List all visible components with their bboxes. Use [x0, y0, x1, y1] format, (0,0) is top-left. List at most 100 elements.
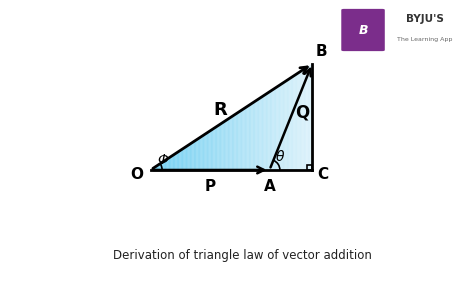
FancyBboxPatch shape: [341, 9, 385, 51]
Polygon shape: [243, 109, 244, 170]
Polygon shape: [213, 128, 214, 170]
Polygon shape: [279, 85, 280, 170]
Polygon shape: [232, 116, 233, 170]
Polygon shape: [166, 159, 167, 170]
Polygon shape: [240, 110, 241, 170]
Polygon shape: [301, 70, 302, 170]
Polygon shape: [205, 134, 206, 170]
Text: B: B: [316, 44, 328, 59]
Polygon shape: [302, 70, 303, 170]
Polygon shape: [187, 146, 188, 170]
Polygon shape: [154, 167, 155, 170]
Polygon shape: [212, 129, 213, 170]
Text: P: P: [205, 179, 216, 194]
Polygon shape: [219, 124, 220, 170]
Polygon shape: [175, 153, 176, 170]
Polygon shape: [197, 139, 198, 170]
Polygon shape: [171, 156, 172, 170]
Polygon shape: [202, 135, 203, 170]
Polygon shape: [262, 96, 263, 170]
Polygon shape: [264, 94, 265, 170]
Polygon shape: [156, 166, 157, 170]
Polygon shape: [255, 100, 256, 170]
Polygon shape: [276, 87, 277, 170]
Polygon shape: [242, 110, 243, 170]
Polygon shape: [310, 64, 311, 170]
Polygon shape: [194, 141, 195, 170]
Polygon shape: [201, 136, 202, 170]
Polygon shape: [223, 122, 224, 170]
Polygon shape: [188, 145, 189, 170]
Polygon shape: [192, 142, 193, 170]
Polygon shape: [285, 81, 286, 170]
Polygon shape: [196, 140, 197, 170]
Polygon shape: [195, 140, 196, 170]
Polygon shape: [186, 146, 187, 170]
Polygon shape: [172, 156, 173, 170]
Polygon shape: [296, 74, 297, 170]
Polygon shape: [230, 117, 231, 170]
Polygon shape: [220, 124, 221, 170]
Polygon shape: [161, 163, 162, 170]
Polygon shape: [168, 158, 169, 170]
Polygon shape: [162, 162, 163, 170]
Polygon shape: [227, 119, 228, 170]
Polygon shape: [237, 112, 238, 170]
Polygon shape: [153, 168, 154, 170]
Polygon shape: [288, 79, 289, 170]
Polygon shape: [298, 73, 299, 170]
Text: Q: Q: [295, 103, 309, 121]
Polygon shape: [309, 65, 310, 170]
Polygon shape: [287, 80, 288, 170]
Polygon shape: [204, 134, 205, 170]
Polygon shape: [307, 66, 308, 170]
Polygon shape: [225, 121, 226, 170]
Polygon shape: [198, 138, 199, 170]
Polygon shape: [270, 91, 271, 170]
Polygon shape: [245, 107, 246, 170]
Polygon shape: [221, 123, 222, 170]
Polygon shape: [256, 100, 257, 170]
Polygon shape: [211, 130, 212, 170]
Polygon shape: [163, 161, 164, 170]
FancyBboxPatch shape: [339, 5, 472, 55]
Polygon shape: [272, 90, 273, 170]
Polygon shape: [231, 116, 232, 170]
Polygon shape: [190, 143, 191, 170]
Polygon shape: [306, 68, 307, 170]
Polygon shape: [250, 104, 251, 170]
Polygon shape: [207, 132, 208, 170]
Polygon shape: [281, 84, 282, 170]
Polygon shape: [228, 118, 229, 170]
Polygon shape: [184, 147, 185, 170]
Polygon shape: [305, 68, 306, 170]
Polygon shape: [292, 76, 293, 170]
Polygon shape: [174, 154, 175, 170]
Text: Φ: Φ: [158, 153, 169, 166]
Polygon shape: [275, 88, 276, 170]
Polygon shape: [218, 125, 219, 170]
Polygon shape: [267, 93, 268, 170]
Polygon shape: [303, 69, 304, 170]
Polygon shape: [210, 130, 211, 170]
Polygon shape: [177, 152, 178, 170]
Polygon shape: [203, 135, 204, 170]
Polygon shape: [294, 75, 295, 170]
Polygon shape: [300, 71, 301, 170]
Polygon shape: [283, 82, 284, 170]
Text: B: B: [358, 23, 368, 37]
Polygon shape: [271, 90, 272, 170]
Text: Derivation of triangle law of vector addition: Derivation of triangle law of vector add…: [113, 249, 373, 262]
Polygon shape: [180, 150, 181, 170]
Polygon shape: [259, 98, 260, 170]
Polygon shape: [273, 89, 274, 170]
Polygon shape: [293, 75, 294, 170]
Polygon shape: [160, 163, 161, 170]
Polygon shape: [254, 101, 255, 170]
Polygon shape: [224, 121, 225, 170]
Polygon shape: [151, 169, 152, 170]
Polygon shape: [167, 158, 168, 170]
Polygon shape: [176, 152, 177, 170]
Polygon shape: [165, 160, 166, 170]
Polygon shape: [179, 151, 180, 170]
